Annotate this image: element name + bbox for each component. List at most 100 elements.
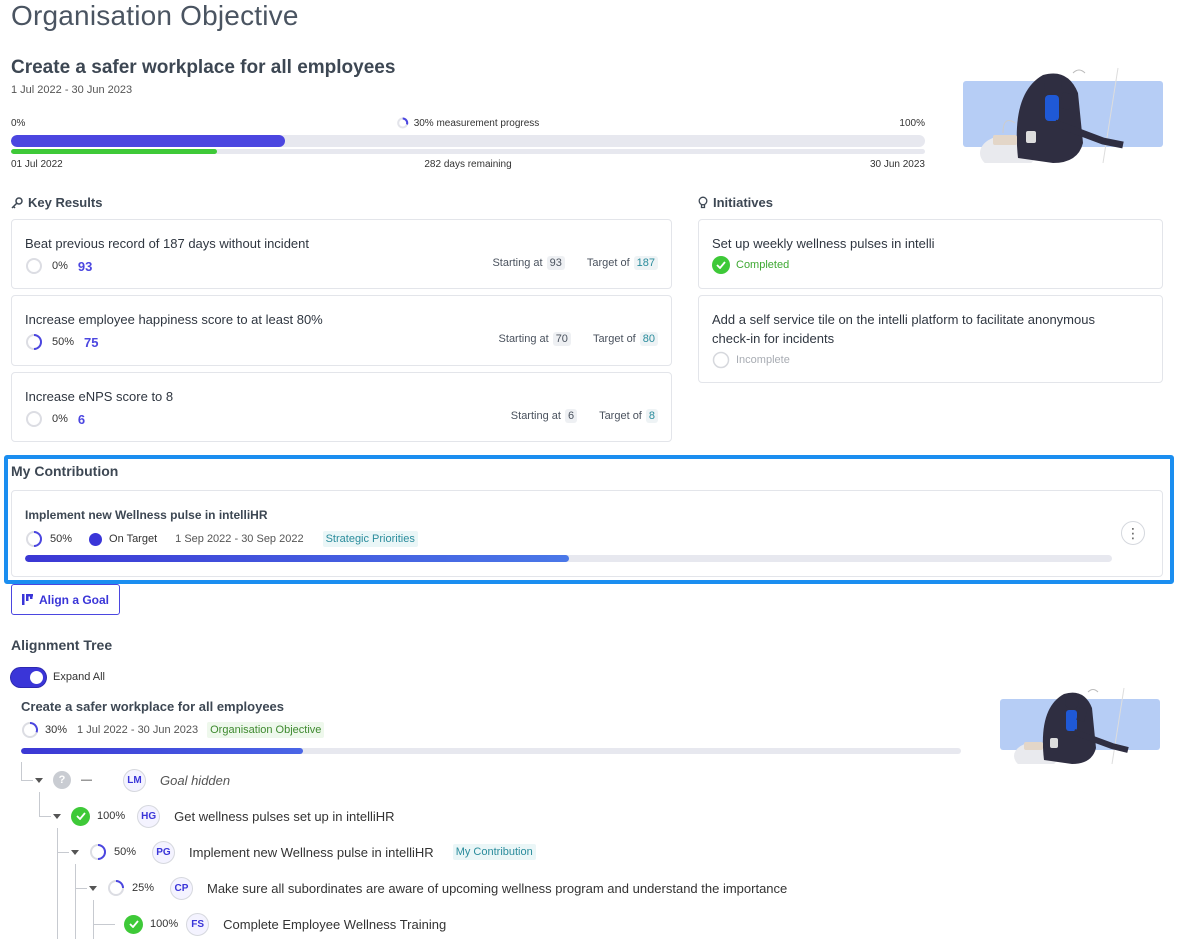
target-value: 80: [639, 332, 658, 346]
initiative-card[interactable]: Set up weekly wellness pulses in intelli…: [698, 219, 1163, 289]
contribution-goal-card[interactable]: Implement new Wellness pulse in intelliH…: [11, 490, 1163, 577]
progress-ring-icon: [397, 117, 409, 129]
key-icon: [11, 196, 23, 209]
contribution-goal-name[interactable]: Implement new Wellness pulse in intelliH…: [25, 508, 268, 522]
initiative-title: Add a self service tile on the intelli p…: [712, 310, 1095, 348]
objective-dates: 1 Jul 2022 - 30 Jun 2023: [11, 84, 133, 96]
progress-ring-icon: [22, 722, 38, 738]
check-circle-icon: [712, 256, 730, 274]
key-results-label: Key Results: [28, 195, 103, 210]
objective-progress: 0% 30% measurement progress 100% 01 Jul …: [11, 116, 925, 170]
target-label: Target of: [592, 333, 636, 345]
progress-ring-icon: [26, 531, 42, 547]
caret-down-icon[interactable]: [53, 813, 61, 819]
tree-root-title[interactable]: Create a safer workplace for all employe…: [21, 699, 285, 714]
tree-node-name[interactable]: Get wellness pulses set up in intelliHR: [174, 808, 395, 824]
lightbulb-icon: [698, 196, 708, 209]
key-result-title: Increase employee happiness score to at …: [25, 312, 323, 327]
contribution-progress-bar: [25, 555, 1112, 562]
key-result-range: Starting at 6 Target of 8: [511, 409, 658, 423]
empty-circle-icon: [712, 351, 730, 369]
initiative-title-line: check-in for incidents: [712, 331, 835, 346]
tree-node-name: Goal hidden: [160, 772, 231, 788]
tree-node-percent: 100%: [97, 810, 126, 822]
initiatives-heading: Initiatives: [698, 195, 773, 210]
starting-label: Starting at: [510, 410, 561, 422]
tree-node[interactable]: 50% PG Implement new Wellness pulse in i…: [71, 840, 536, 864]
tree-node-percent: 50%: [114, 846, 137, 858]
key-result-current-value: 93: [77, 258, 93, 274]
expand-all-toggle[interactable]: [11, 668, 46, 687]
tree-node[interactable]: 25% CP Make sure all subordinates are aw…: [89, 876, 787, 900]
key-result-card[interactable]: Increase employee happiness score to at …: [11, 295, 672, 366]
key-result-card[interactable]: Increase eNPS score to 8 0% 6 Starting a…: [11, 372, 672, 442]
starting-value: 6: [564, 409, 578, 423]
key-result-stats: 0% 6: [25, 410, 85, 428]
key-result-title: Increase eNPS score to 8: [25, 389, 174, 404]
starting-label: Starting at: [498, 333, 549, 345]
tree-node-name[interactable]: Complete Employee Wellness Training: [223, 916, 447, 932]
key-result-card[interactable]: Beat previous record of 187 days without…: [11, 219, 672, 289]
status-dot-icon: [89, 532, 103, 546]
contribution-status: On Target: [109, 533, 158, 545]
target-value: 8: [645, 409, 658, 423]
page-title: Organisation Objective: [11, 0, 299, 31]
tree-root-progress-bar: [21, 748, 961, 754]
measurement-bar-fill: [11, 135, 286, 147]
person-reading-illustration: [963, 63, 1163, 163]
avatar: CP: [170, 876, 193, 900]
contribution-progress-fill: [25, 555, 569, 562]
target-label: Target of: [586, 257, 630, 269]
tree-root-meta: 30% 1 Jul 2022 - 30 Jun 2023 Organisatio…: [21, 721, 325, 739]
avatar: LM: [123, 768, 146, 792]
caret-down-icon[interactable]: [35, 777, 43, 783]
tree-node[interactable]: 100% HG Get wellness pulses set up in in…: [53, 804, 395, 828]
tree-node-name[interactable]: Implement new Wellness pulse in intelliH…: [189, 844, 434, 860]
align-goal-label: Align a Goal: [38, 592, 109, 607]
alignment-tree-heading: Alignment Tree: [11, 637, 113, 653]
tree-root-percent: 30%: [45, 724, 68, 736]
my-contribution-highlight: [4, 455, 1174, 584]
progress-ring-icon: [108, 880, 124, 896]
contribution-meta: 50% On Target 1 Sep 2022 - 30 Sep 2022 S…: [25, 530, 418, 548]
key-results-heading: Key Results: [11, 195, 102, 210]
objective-type-tag: Organisation Objective: [207, 722, 325, 738]
tree-node-name[interactable]: Make sure all subordinates are aware of …: [207, 880, 788, 896]
progress-ring-icon: [26, 258, 42, 274]
initiative-title: Set up weekly wellness pulses in intelli: [712, 236, 935, 251]
scale-start-label: 0%: [11, 117, 26, 129]
tree-node[interactable]: ? — LM Goal hidden: [35, 768, 230, 792]
days-remaining: 282 days remaining: [424, 159, 512, 170]
avatar: FS: [186, 912, 210, 936]
avatar: HG: [137, 804, 161, 828]
key-result-percent: 0%: [52, 260, 68, 272]
time-bar-fill: [11, 149, 217, 154]
key-result-percent: 50%: [52, 336, 75, 348]
progress-ring-icon: [26, 411, 42, 427]
key-result-stats: 0% 93: [25, 257, 92, 275]
caret-down-icon[interactable]: [71, 849, 79, 855]
check-circle-icon: [124, 914, 143, 934]
more-vertical-icon[interactable]: ⋮: [1121, 521, 1145, 545]
tree-root-dates: 1 Jul 2022 - 30 Jun 2023: [77, 724, 199, 736]
initiative-status-label: Incomplete: [736, 354, 790, 366]
caret-down-icon[interactable]: [89, 885, 97, 891]
initiative-status-label: Completed: [736, 259, 790, 271]
align-icon: [21, 594, 33, 605]
initiative-card[interactable]: Add a self service tile on the intelli p…: [698, 295, 1163, 383]
start-date: 01 Jul 2022: [11, 159, 63, 170]
key-result-title: Beat previous record of 187 days without…: [25, 236, 310, 251]
tree-node-percent: 100%: [150, 918, 179, 930]
end-date: 30 Jun 2023: [869, 159, 925, 170]
contribution-percent: 50%: [50, 533, 73, 545]
align-goal-button[interactable]: Align a Goal: [11, 584, 120, 615]
tree-node-percent: 25%: [132, 882, 155, 894]
measurement-label: 30% measurement progress: [413, 117, 540, 129]
starting-value: 70: [552, 332, 571, 346]
person-reading-illustration: [1000, 684, 1160, 764]
measurement-progress: 30% measurement progress: [397, 117, 540, 129]
starting-value: 93: [546, 256, 565, 270]
progress-ring-icon: [26, 334, 42, 350]
measurement-bar: [11, 135, 925, 147]
tree-node[interactable]: 100% FS Complete Employee Wellness Train…: [124, 912, 446, 936]
